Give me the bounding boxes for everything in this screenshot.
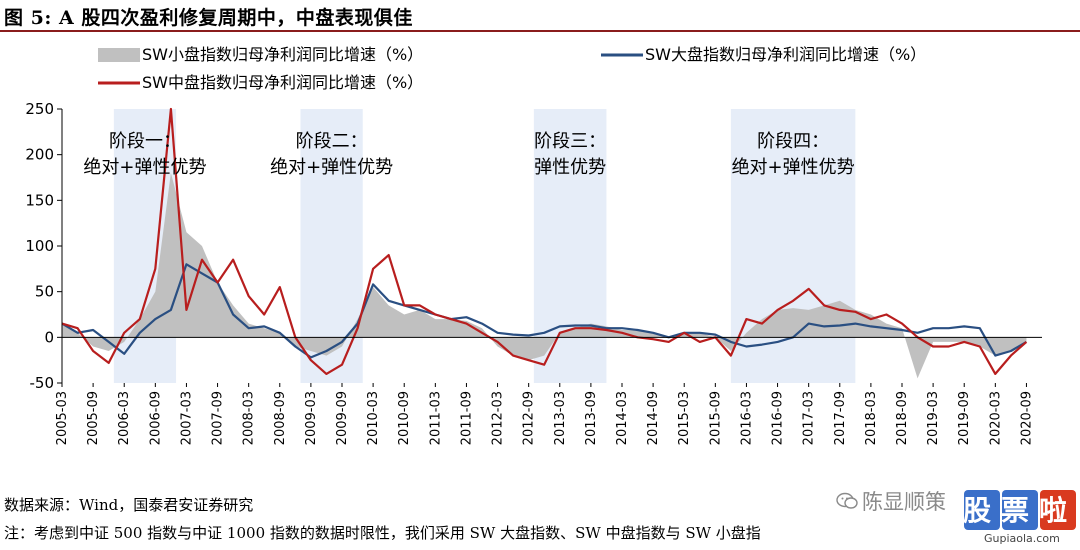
x-tick-label: 2019-03	[926, 391, 941, 445]
legend-label-large: SW大盘指数归母净利润同比增速（%）	[645, 45, 926, 64]
x-tick-label: 2020-09	[1019, 391, 1034, 445]
phase-desc-1: 绝对+弹性优势	[83, 157, 206, 178]
series-large-line	[61, 263, 1027, 359]
x-tick-label: 2018-09	[895, 391, 910, 445]
x-tick-label: 2014-03	[615, 391, 630, 445]
wechat-icon	[836, 492, 858, 509]
x-tick-label: 2019-09	[957, 391, 972, 445]
phase-label-2: 阶段二：	[296, 131, 368, 152]
legend-label-mid: SW中盘指数归母净利润同比增速（%）	[142, 73, 423, 92]
x-tick-label: 2017-03	[802, 391, 817, 445]
x-tick-label: 2008-03	[242, 391, 257, 445]
y-tick-labels: -50 0 50 100 150 200 250	[25, 100, 54, 392]
phase-label-1: 阶段一：	[109, 131, 181, 152]
legend-label-small: SW小盘指数归母净利润同比增速（%）	[142, 45, 423, 64]
x-tick-label: 2010-03	[366, 391, 381, 445]
x-tick-label: 2010-09	[397, 391, 412, 445]
x-tick-label: 2006-09	[148, 391, 163, 445]
x-tick-label: 2005-09	[86, 391, 101, 445]
x-tick-label: 2011-09	[459, 391, 474, 445]
phase-desc-2: 绝对+弹性优势	[270, 157, 393, 178]
phase-label-3: 阶段三：	[534, 131, 606, 152]
y-tick-label: 250	[25, 100, 54, 118]
x-tick-label: 2007-03	[179, 391, 194, 445]
legend: SW小盘指数归母净利润同比增速（%） SW大盘指数归母净利润同比增速（%） SW中盘…	[98, 45, 926, 92]
x-tick-label: 2015-09	[708, 391, 723, 445]
x-tick-label: 2018-03	[864, 391, 879, 445]
series-small-area	[62, 172, 1027, 379]
x-tick-label: 2013-09	[584, 391, 599, 445]
legend-swatch-small	[98, 48, 140, 62]
x-tick-label: 2008-09	[273, 391, 288, 445]
x-tick-label: 2006-03	[117, 391, 132, 445]
phase-desc-3: 弹性优势	[534, 157, 606, 178]
data-source: 数据来源：Wind，国泰君安证券研究	[4, 496, 254, 514]
x-tick-label: 2017-09	[833, 391, 848, 445]
figure-title: 图 5: A 股四次盈利修复周期中，中盘表现俱佳	[4, 7, 413, 29]
axes	[57, 108, 1042, 387]
y-tick-label: -50	[30, 374, 55, 392]
series-mid-line	[61, 107, 1028, 375]
watermark-name: 陈显顺策	[862, 490, 946, 514]
y-tick-label: 0	[44, 328, 54, 346]
footnote: 注：考虑到中证 500 指数与中证 1000 指数的数据时限性，我们采用 SW …	[4, 524, 761, 542]
phase-labels: 阶段一：绝对+弹性优势阶段二：绝对+弹性优势阶段三：弹性优势阶段四：绝对+弹性优…	[83, 131, 854, 178]
x-tick-label: 2009-03	[304, 391, 319, 445]
series-lines	[61, 107, 1028, 375]
x-tick-label: 2005-03	[55, 391, 70, 445]
x-tick-label: 2015-03	[677, 391, 692, 445]
x-tick-label: 2012-09	[522, 391, 537, 445]
title-rule	[0, 30, 1080, 32]
x-tick-label: 2013-03	[553, 391, 568, 445]
watermark-logo: 股票啦	[963, 490, 1077, 530]
watermark: 陈显顺策	[836, 486, 946, 516]
x-tick-label: 2009-09	[335, 391, 350, 445]
phase-desc-4: 绝对+弹性优势	[732, 157, 855, 178]
x-tick-label: 2016-03	[739, 391, 754, 445]
x-tick-label: 2007-09	[211, 391, 226, 445]
y-tick-label: 200	[25, 146, 54, 164]
x-tick-label: 2011-03	[428, 391, 443, 445]
watermark-url: Gupiaola.com	[984, 532, 1060, 545]
phase-shading	[113, 109, 856, 383]
y-tick-label: 150	[25, 191, 54, 209]
x-tick-label: 2020-03	[988, 391, 1003, 445]
x-tick-label: 2014-09	[646, 391, 661, 445]
watermark-logo-text: 股票啦	[963, 494, 1077, 527]
y-tick-label: 100	[25, 237, 54, 255]
chart: -50 0 50 100 150 200 250 2005-03 2005-09 2006-03…	[25, 45, 1042, 445]
x-tick-label: 2012-03	[491, 391, 506, 445]
small-cap-area	[62, 172, 1027, 379]
phase-label-4: 阶段四：	[757, 131, 829, 152]
y-tick-label: 50	[35, 283, 54, 301]
x-tick-labels: 2005-03 2005-09 2006-03 2006-09 2007-03 2007-…	[55, 391, 1034, 445]
x-tick-label: 2016-09	[771, 391, 786, 445]
